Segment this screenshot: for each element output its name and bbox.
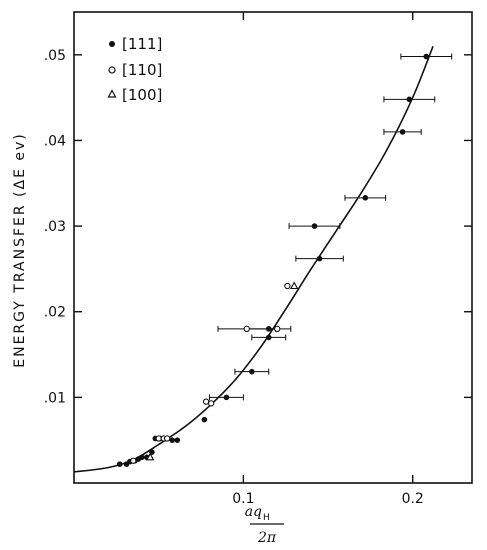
legend: [111] [110] [100] (107, 35, 162, 104)
data-point-open-triangle (289, 281, 299, 290)
data-point-open-circle (243, 325, 250, 333)
data-point-filled-circle (223, 394, 230, 401)
data-point-open-circle (274, 325, 281, 333)
x-axis-label-subscript: H (263, 513, 270, 523)
error-bars (208, 53, 453, 401)
data-point-filled-circle (362, 195, 369, 201)
legend-label: [100] (122, 86, 162, 104)
data-point-filled-circle (265, 326, 272, 332)
data-point-filled-circle (406, 96, 413, 103)
data-point-filled-circle (174, 437, 181, 443)
data-point-open-triangle (145, 452, 155, 461)
ticks: .01 .02 .03 .04 .05 0.1 0.2 (44, 12, 472, 507)
x-axis-label: aq H 2π (245, 504, 284, 546)
fit-curve (73, 46, 434, 473)
data-points (116, 53, 430, 467)
data-point-filled-circle (169, 437, 176, 443)
data-point-open-circle (130, 457, 137, 464)
fit-curve-layer (73, 46, 434, 473)
y-tick-label: .04 (44, 133, 66, 149)
data-point-filled-circle (316, 255, 323, 262)
legend-entry-111: [111] (109, 35, 162, 53)
data-point-filled-circle (399, 129, 406, 135)
data-point-open-circle (202, 398, 210, 405)
data-point-filled-circle (116, 461, 123, 467)
y-tick-label: .01 (44, 390, 66, 406)
legend-label: [110] (122, 61, 162, 79)
y-tick-label: .03 (44, 219, 66, 235)
data-point-filled-circle (265, 334, 272, 341)
y-axis-label: ENERGY TRANSFER (ΔE ev) (12, 132, 28, 367)
data-point-filled-circle (138, 454, 145, 461)
data-point-open-circle (155, 435, 162, 442)
axes (73, 11, 473, 484)
legend-entry-100: [100] (107, 86, 162, 104)
data-point-filled-circle (249, 368, 255, 375)
data-point-filled-circle (423, 53, 430, 60)
data-point-open-circle (284, 282, 291, 290)
x-tick-label: 0.2 (402, 491, 424, 507)
data-point-open-circle (208, 400, 215, 407)
legend-label: [111] (122, 35, 162, 53)
data-point-open-circle (163, 435, 171, 442)
data-point-filled-circle (201, 416, 208, 423)
y-tick-label: .05 (44, 48, 66, 64)
x-tick-label: 0.1 (232, 491, 254, 507)
legend-entry-110: [110] (108, 61, 162, 79)
data-point-filled-circle (311, 223, 318, 229)
legend-marker-filled-circle (109, 41, 115, 47)
y-tick-label: .02 (44, 305, 66, 321)
legend-marker-open-triangle (107, 89, 117, 98)
x-axis-label-numerator: aq (245, 504, 262, 520)
plot-frame (73, 11, 473, 484)
legend-marker-open-circle (108, 66, 116, 74)
x-axis-label-denominator: 2π (257, 530, 277, 546)
